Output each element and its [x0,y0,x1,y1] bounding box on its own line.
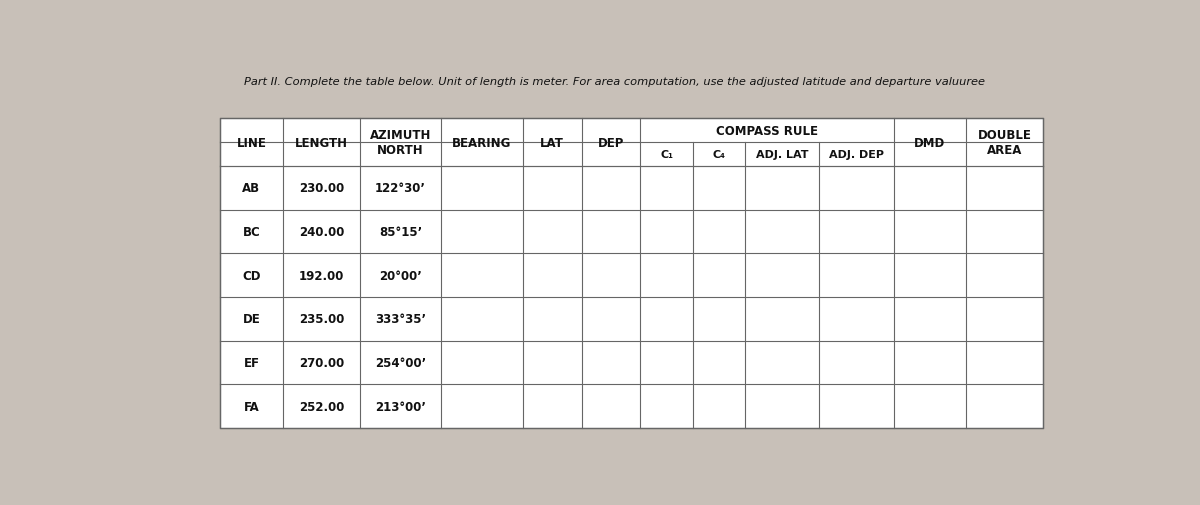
Text: 240.00: 240.00 [299,226,344,239]
Text: DEP: DEP [598,136,624,149]
Text: LINE: LINE [236,136,266,149]
Text: ADJ. LAT: ADJ. LAT [756,150,809,160]
Text: 254°00’: 254°00’ [376,356,426,369]
Text: AB: AB [242,182,260,195]
Text: BEARING: BEARING [452,136,511,149]
Text: LAT: LAT [540,136,564,149]
Text: C₄: C₄ [713,150,726,160]
Text: DMD: DMD [914,136,946,149]
Text: 235.00: 235.00 [299,313,344,326]
Text: 230.00: 230.00 [299,182,344,195]
Text: 213°00’: 213°00’ [376,400,426,413]
Text: 333°35’: 333°35’ [376,313,426,326]
Text: FA: FA [244,400,259,413]
Text: EF: EF [244,356,259,369]
Text: COMPASS RULE: COMPASS RULE [716,124,818,137]
Text: AZIMUTH
NORTH: AZIMUTH NORTH [370,129,431,157]
Text: 122°30’: 122°30’ [376,182,426,195]
Text: 85°15’: 85°15’ [379,226,422,239]
Text: 192.00: 192.00 [299,269,344,282]
Text: ADJ. DEP: ADJ. DEP [829,150,884,160]
Text: Part II. Complete the table below. Unit of length is meter. For area computation: Part II. Complete the table below. Unit … [245,77,985,87]
Text: 252.00: 252.00 [299,400,344,413]
Text: DOUBLE
AREA: DOUBLE AREA [978,129,1031,157]
Text: BC: BC [242,226,260,239]
Text: 20°00’: 20°00’ [379,269,422,282]
Text: 270.00: 270.00 [299,356,344,369]
Bar [220,119,1043,428]
Text: DE: DE [242,313,260,326]
Text: CD: CD [242,269,260,282]
Text: C₁: C₁ [660,150,673,160]
Text: LENGTH: LENGTH [295,136,348,149]
